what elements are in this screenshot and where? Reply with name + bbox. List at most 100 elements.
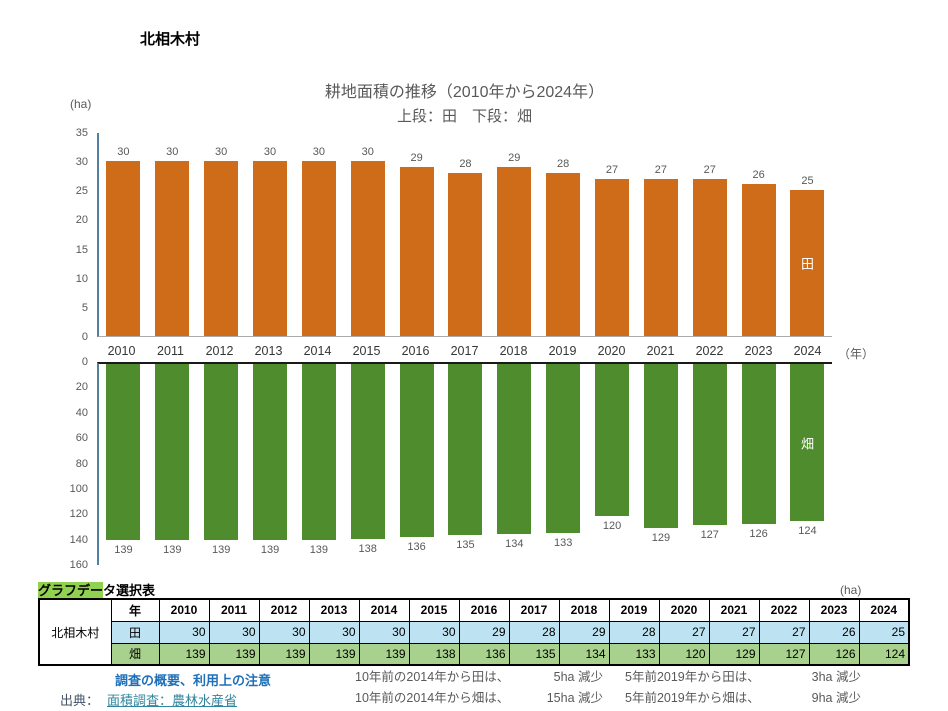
table-corner-cell: 北相木村	[38, 598, 112, 666]
paddy-bar	[497, 167, 532, 336]
table-value-cell[interactable]: 138	[408, 642, 460, 666]
paddy-bar-column: 27	[685, 133, 734, 336]
field-bar: 畑	[790, 364, 825, 521]
y-tick-label: 5	[81, 301, 88, 314]
field-value-label: 127	[700, 529, 719, 541]
comparison-5yr-change: 3ha 減少	[811, 670, 861, 684]
table-year-cell[interactable]: 2018	[558, 598, 610, 622]
paddy-y-axis: 35 30 25 20 15 10 5 0	[50, 127, 88, 343]
x-tick-label: 2013	[254, 344, 283, 358]
field-y-axis: 0 20 40 60 80 100 120 140 160	[50, 356, 88, 571]
table-year-cell[interactable]: 2019	[608, 598, 660, 622]
source-link[interactable]: 面積調査：農林水産省	[107, 693, 238, 708]
table-value-cell[interactable]: 30	[208, 620, 260, 644]
table-value-cell[interactable]: 120	[658, 642, 710, 666]
field-bar-column: 139	[148, 364, 197, 565]
table-value-cell[interactable]: 27	[658, 620, 710, 644]
table-year-cell[interactable]: 2024	[858, 598, 910, 622]
comparison-10yr-label: 10年前の2014年から田は、	[355, 670, 510, 684]
field-bar-column: 139	[197, 364, 246, 565]
field-bar-column: 畑 124	[783, 364, 832, 565]
x-tick-label: 2023	[744, 344, 773, 358]
paddy-bar	[595, 179, 630, 336]
table-value-cell[interactable]: 139	[358, 642, 410, 666]
paddy-bar-column: 25 田	[783, 133, 832, 336]
table-value-cell[interactable]: 30	[158, 620, 210, 644]
chart-subtitle: 上段：田 下段：畑	[396, 108, 532, 125]
paddy-bar-column: 27	[588, 133, 637, 336]
table-value-cell[interactable]: 136	[458, 642, 510, 666]
x-tick-label: 2021	[646, 344, 675, 358]
table-year-cell[interactable]: 2021	[708, 598, 760, 622]
table-value-cell[interactable]: 30	[358, 620, 410, 644]
source-label: 出典：	[60, 693, 100, 708]
table-value-cell[interactable]: 126	[808, 642, 860, 666]
field-bar	[155, 364, 190, 540]
table-value-cell[interactable]: 28	[608, 620, 660, 644]
table-year-cell[interactable]: 2023	[808, 598, 860, 622]
paddy-value-label: 30	[166, 146, 179, 158]
paddy-value-label: 26	[752, 169, 765, 181]
paddy-value-label: 27	[605, 164, 619, 176]
table-year-cell[interactable]: 2010	[158, 598, 210, 622]
x-tick-label: 2012	[205, 344, 234, 358]
table-value-cell[interactable]: 30	[308, 620, 360, 644]
table-value-cell[interactable]: 139	[208, 642, 260, 666]
table-year-cell[interactable]: 2013	[308, 598, 360, 622]
paddy-bar	[741, 184, 776, 336]
paddy-value-label: 28	[459, 158, 472, 170]
table-value-cell[interactable]: 29	[458, 620, 510, 644]
field-bar-column: 135	[441, 364, 490, 565]
table-value-cell[interactable]: 27	[708, 620, 760, 644]
table-year-cell[interactable]: 2014	[358, 598, 410, 622]
table-year-cell[interactable]: 2011	[208, 598, 260, 622]
table-value-cell[interactable]: 30	[408, 620, 460, 644]
paddy-bar: 田	[790, 190, 825, 336]
table-value-cell[interactable]: 28	[508, 620, 560, 644]
table-value-cell[interactable]: 139	[258, 642, 310, 666]
table-value-cell[interactable]: 124	[858, 642, 910, 666]
field-value-label: 139	[211, 544, 231, 556]
table-year-cell[interactable]: 2017	[508, 598, 560, 622]
paddy-value-label: 29	[410, 152, 423, 164]
table-value-cell[interactable]: 139	[308, 642, 360, 666]
paddy-series-label: 田	[800, 256, 814, 272]
paddy-value-label: 30	[361, 146, 374, 158]
table-value-cell[interactable]: 27	[758, 620, 810, 644]
field-bar-column: 139	[99, 364, 148, 565]
table-year-cell[interactable]: 2015	[408, 598, 460, 622]
table-value-cell[interactable]: 133	[608, 642, 660, 666]
table-value-cell[interactable]: 127	[758, 642, 810, 666]
source-line: 出典： 面積調査：農林水産省	[60, 690, 237, 709]
paddy-bar	[643, 179, 678, 336]
paddy-bar-column: 29	[392, 133, 441, 336]
paddy-bar-column: 30	[294, 133, 343, 336]
paddy-bar-column: 30	[246, 133, 295, 336]
field-bar-column: 129	[636, 364, 685, 565]
table-value-cell[interactable]: 129	[708, 642, 760, 666]
table-value-cell[interactable]: 29	[558, 620, 610, 644]
table-year-cell[interactable]: 2022	[758, 598, 810, 622]
field-series-label: 畑	[800, 436, 814, 451]
table-value-cell[interactable]: 135	[508, 642, 560, 666]
field-bar	[448, 364, 483, 535]
table-value-cell[interactable]: 134	[558, 642, 610, 666]
comparison-5yr-change: 9ha 減少	[811, 691, 861, 705]
survey-notes-link[interactable]: 調査の概要、利用上の注意	[115, 673, 272, 688]
table-year-cell[interactable]: 2016	[458, 598, 510, 622]
table-value-cell[interactable]: 139	[158, 642, 210, 666]
paddy-bar-column: 30	[99, 133, 148, 336]
table-value-cell[interactable]: 25	[858, 620, 910, 644]
y-tick-label: 35	[75, 127, 88, 139]
x-tick-label: 2015	[352, 344, 381, 358]
comparison-line: 10年前の2014年から畑は、 15ha 減少 5年前2019年から畑は、 9ha 減…	[355, 690, 861, 711]
table-value-cell[interactable]: 26	[808, 620, 860, 644]
table-value-cell[interactable]: 30	[258, 620, 310, 644]
field-bar-column: 139	[246, 364, 295, 565]
table-year-cell[interactable]: 2020	[658, 598, 710, 622]
table-year-cell[interactable]: 2012	[258, 598, 310, 622]
comparison-line: 10年前の2014年から田は、 5ha 減少 5年前2019年から田は、 3ha 減少	[355, 669, 861, 690]
field-bar	[546, 364, 581, 533]
comparison-10yr-change: 5ha 減少	[553, 670, 603, 684]
paddy-value-label: 30	[117, 146, 130, 158]
